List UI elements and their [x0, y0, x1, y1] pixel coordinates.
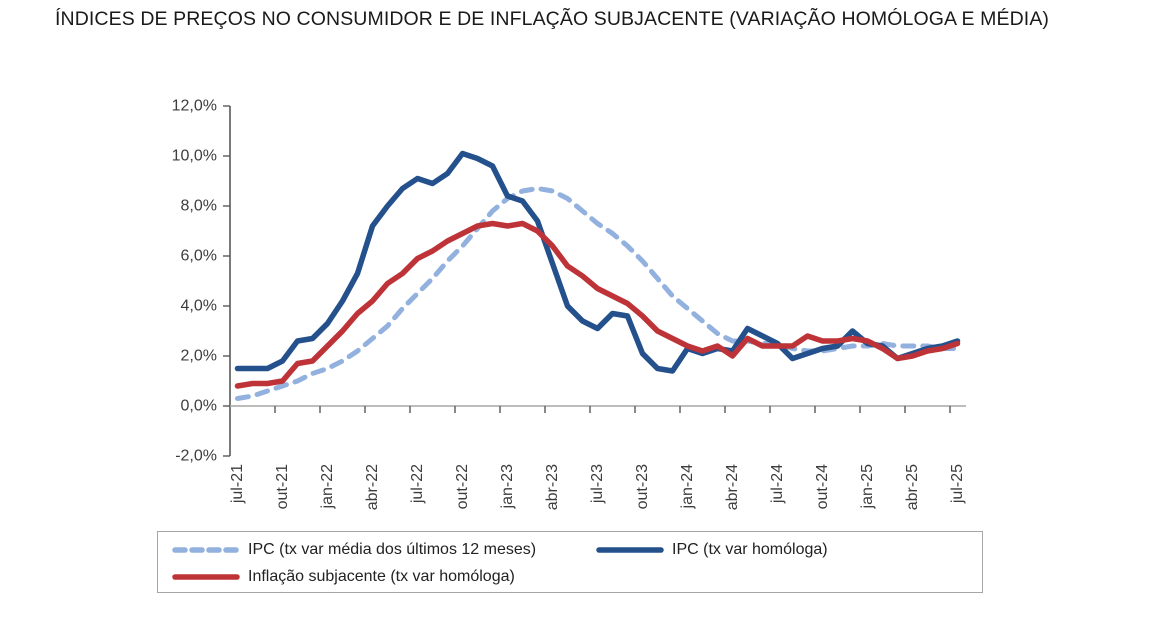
y-axis-label: 10,0%: [172, 148, 217, 165]
x-axis-label: abr-23: [544, 464, 561, 510]
series-line-1: [234, 150, 961, 374]
y-axis-label: 8,0%: [181, 198, 217, 215]
series-line-0: [235, 186, 960, 401]
x-axis-label: abr-22: [364, 464, 381, 510]
x-axis-label: out-24: [814, 464, 831, 509]
x-axis-label: abr-24: [724, 464, 741, 510]
x-axis-label: jul-24: [769, 464, 786, 504]
y-axis-label: -2,0%: [175, 448, 217, 465]
legend-item-ipc-homologa: IPC (tx var homóloga): [596, 538, 828, 562]
legend-swatch-line: [172, 547, 240, 553]
legend-swatch-line: [596, 547, 664, 553]
legend-label-ipc-homologa: IPC (tx var homóloga): [672, 541, 828, 558]
legend-swatch-line: [172, 574, 240, 580]
x-axis-label: jan-25: [859, 464, 876, 510]
x-axis-label: out-23: [634, 464, 651, 509]
legend-item-inflacao-subjacente: Inflação subjacente (tx var homóloga): [172, 565, 515, 589]
y-axis-label: 2,0%: [181, 348, 217, 365]
x-axis-label: jan-22: [319, 464, 336, 510]
dashed-line-swatch: [172, 545, 240, 555]
legend-item-ipc-media: IPC (tx var média dos últimos 12 meses): [172, 538, 536, 562]
x-axis-label: jul-22: [409, 464, 426, 504]
x-axis-label: jul-23: [589, 464, 606, 504]
x-axis-label: jan-23: [499, 464, 516, 510]
y-axis-label: 6,0%: [181, 248, 217, 265]
x-axis-label: jul-25: [949, 464, 966, 504]
y-axis-label: 12,0%: [172, 98, 217, 115]
legend: IPC (tx var média dos últimos 12 meses) …: [157, 531, 983, 593]
y-axis-label: 0,0%: [181, 398, 217, 415]
legend-label-ipc-media: IPC (tx var média dos últimos 12 meses): [248, 541, 537, 558]
x-axis-label: abr-25: [904, 464, 921, 510]
x-axis-label: out-22: [454, 464, 471, 509]
x-axis-label: out-21: [274, 464, 291, 509]
solid-line-swatch: [172, 572, 240, 582]
y-axis-label: 4,0%: [181, 298, 217, 315]
series-line-2: [234, 220, 961, 389]
solid-line-swatch: [596, 545, 664, 555]
x-axis-label: jan-24: [679, 464, 696, 510]
chart-title: ÍNDICES DE PREÇOS NO CONSUMIDOR E DE INF…: [55, 8, 1050, 30]
x-axis-label: jul-21: [229, 464, 246, 504]
legend-label-inflacao-subjacente: Inflação subjacente (tx var homóloga): [248, 568, 515, 585]
